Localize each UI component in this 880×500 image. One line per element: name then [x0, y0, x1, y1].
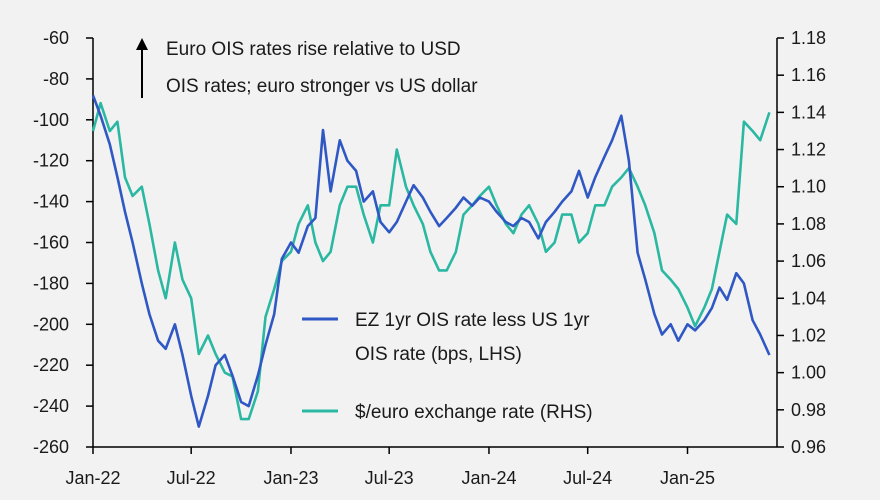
arrow-head-icon [136, 38, 148, 50]
right-tick-label: 1.08 [791, 214, 826, 234]
left-tick-label: -240 [33, 396, 69, 416]
right-tick-label: 1.02 [791, 325, 826, 345]
x-tick-label: Jul-23 [365, 468, 414, 488]
x-tick-label: Jul-22 [167, 468, 216, 488]
right-tick-label: 1.04 [791, 288, 826, 308]
right-axis-ticks: 1.18 1.16 1.14 1.12 1.10 1.08 1.06 1.04 1.02 1.00… [777, 28, 826, 457]
annotation-line-1: Euro OIS rates rise relative to USD [166, 39, 461, 60]
left-tick-label: -160 [33, 233, 69, 253]
legend: EZ 1yr OIS rate less US 1yr OIS rate (bp… [302, 310, 593, 423]
left-tick-label: -200 [33, 314, 69, 334]
right-tick-label: 1.12 [791, 140, 826, 160]
legend-label-ois-line-1: EZ 1yr OIS rate less US 1yr [355, 310, 590, 331]
right-tick-label: 1.14 [791, 102, 826, 122]
axes [92, 38, 778, 448]
legend-label-fx: $/euro exchange rate (RHS) [355, 402, 593, 423]
series-line-eurusd [91, 101, 771, 421]
x-tick-label: Jan-22 [65, 468, 120, 488]
right-tick-label: 1.18 [791, 28, 826, 48]
legend-label-ois-line-2: OIS rate (bps, LHS) [355, 344, 522, 365]
left-tick-label: -80 [43, 69, 69, 89]
left-tick-label: -60 [43, 28, 69, 48]
x-tick-label: Jan-25 [660, 468, 715, 488]
x-tick-label: Jul-24 [563, 468, 612, 488]
right-tick-label: 0.98 [791, 400, 826, 420]
left-tick-label: -260 [33, 437, 69, 457]
right-tick-label: 0.96 [791, 437, 826, 457]
series-line-ois-spread [91, 94, 771, 428]
annotation-line-2: OIS rates; euro stronger vs US dollar [166, 76, 478, 97]
left-axis-ticks: -60 -80 -100 -120 -140 -160 -180 -200 -220 -240 -2… [33, 28, 93, 457]
left-tick-label: -140 [33, 192, 69, 212]
right-tick-label: 1.10 [791, 177, 826, 197]
x-axis-ticks: Jan-22 Jul-22 Jan-23 Jul-23 Jan-24 Jul-24 Jan-… [65, 447, 715, 488]
annotation: Euro OIS rates rise relative to USD OIS … [136, 38, 478, 98]
x-tick-label: Jan-23 [263, 468, 318, 488]
x-tick-label: Jan-24 [461, 468, 516, 488]
series-group [91, 94, 771, 428]
left-tick-label: -180 [33, 273, 69, 293]
right-tick-label: 1.16 [791, 65, 826, 85]
right-tick-label: 1.00 [791, 363, 826, 383]
left-tick-label: -100 [33, 110, 69, 130]
left-tick-label: -120 [33, 151, 69, 171]
left-tick-label: -220 [33, 355, 69, 375]
right-tick-label: 1.06 [791, 251, 826, 271]
